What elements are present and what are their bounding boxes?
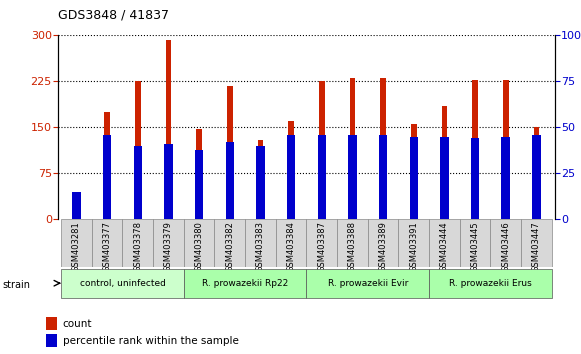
FancyBboxPatch shape	[153, 219, 184, 267]
Text: GSM403446: GSM403446	[501, 221, 510, 272]
Bar	[74, 216, 79, 219]
Text: GSM403281: GSM403281	[72, 221, 81, 272]
FancyBboxPatch shape	[399, 219, 429, 267]
Text: GSM403445: GSM403445	[471, 221, 480, 272]
FancyBboxPatch shape	[214, 219, 245, 267]
Bar	[195, 149, 203, 219]
Bar	[350, 78, 355, 219]
Text: GSM403387: GSM403387	[317, 221, 327, 272]
Bar	[256, 146, 265, 219]
Text: count: count	[63, 319, 92, 329]
Text: R. prowazekii Rp22: R. prowazekii Rp22	[202, 279, 288, 288]
Bar	[319, 81, 325, 219]
Bar	[411, 124, 417, 219]
Bar	[381, 78, 386, 219]
Bar	[348, 135, 357, 219]
Bar	[166, 40, 171, 219]
Text: GSM403380: GSM403380	[195, 221, 204, 272]
Bar	[225, 142, 234, 219]
Bar	[105, 112, 110, 219]
Text: GSM403447: GSM403447	[532, 221, 541, 272]
FancyBboxPatch shape	[61, 219, 92, 267]
Bar	[379, 135, 388, 219]
Bar	[72, 192, 81, 219]
Bar	[501, 137, 510, 219]
FancyBboxPatch shape	[184, 219, 214, 267]
FancyBboxPatch shape	[368, 219, 399, 267]
Text: GSM403388: GSM403388	[348, 221, 357, 272]
Text: GDS3848 / 41837: GDS3848 / 41837	[58, 9, 169, 22]
Text: control, uninfected: control, uninfected	[80, 279, 166, 288]
Text: GSM403444: GSM403444	[440, 221, 449, 272]
FancyBboxPatch shape	[276, 219, 307, 267]
FancyBboxPatch shape	[429, 219, 460, 267]
Bar	[442, 106, 447, 219]
Text: GSM403377: GSM403377	[103, 221, 112, 272]
FancyBboxPatch shape	[184, 269, 307, 297]
Bar	[258, 140, 263, 219]
FancyBboxPatch shape	[307, 269, 429, 297]
Text: GSM403379: GSM403379	[164, 221, 173, 272]
FancyBboxPatch shape	[92, 219, 123, 267]
Text: GSM403389: GSM403389	[379, 221, 388, 272]
FancyBboxPatch shape	[61, 269, 184, 297]
FancyBboxPatch shape	[307, 219, 337, 267]
Text: percentile rank within the sample: percentile rank within the sample	[63, 336, 239, 346]
Bar	[287, 135, 296, 219]
Text: GSM403378: GSM403378	[133, 221, 142, 272]
Bar	[46, 335, 58, 347]
Bar	[135, 81, 141, 219]
Bar	[471, 138, 479, 219]
FancyBboxPatch shape	[123, 219, 153, 267]
FancyBboxPatch shape	[490, 219, 521, 267]
Bar	[472, 80, 478, 219]
FancyBboxPatch shape	[521, 219, 552, 267]
Text: R. prowazekii Erus: R. prowazekii Erus	[449, 279, 532, 288]
Bar	[532, 135, 541, 219]
Bar	[196, 129, 202, 219]
FancyBboxPatch shape	[429, 269, 552, 297]
FancyBboxPatch shape	[245, 219, 276, 267]
Bar	[318, 135, 326, 219]
Bar	[440, 137, 449, 219]
Text: GSM403382: GSM403382	[225, 221, 234, 272]
Text: GSM403384: GSM403384	[286, 221, 296, 272]
Bar	[288, 121, 294, 219]
Text: strain: strain	[3, 280, 31, 290]
Bar	[46, 317, 58, 330]
Bar	[410, 137, 418, 219]
Bar	[103, 135, 112, 219]
Bar	[134, 146, 142, 219]
FancyBboxPatch shape	[460, 219, 490, 267]
Text: GSM403383: GSM403383	[256, 221, 265, 272]
Text: R. prowazekii Evir: R. prowazekii Evir	[328, 279, 408, 288]
Bar	[503, 80, 508, 219]
Bar	[227, 86, 232, 219]
Text: GSM403391: GSM403391	[409, 221, 418, 272]
Bar	[534, 127, 539, 219]
FancyBboxPatch shape	[337, 219, 368, 267]
Bar	[164, 144, 173, 219]
